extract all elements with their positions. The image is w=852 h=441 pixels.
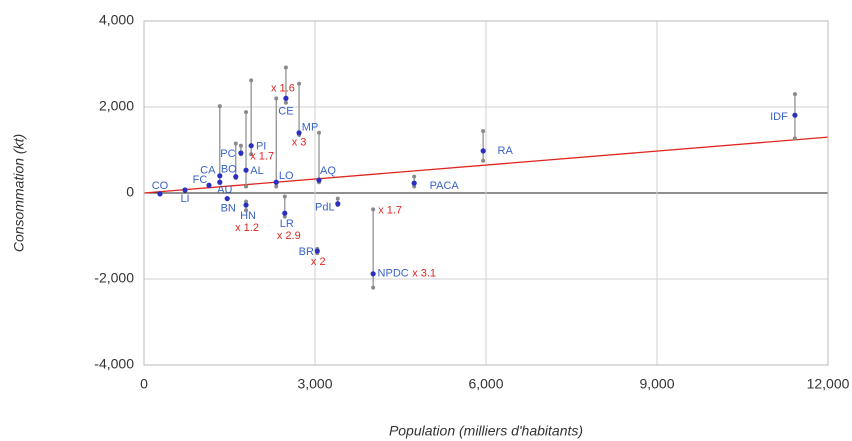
point-label: PI (256, 141, 266, 153)
range-low (283, 100, 288, 105)
point-label: CE (278, 105, 293, 117)
y-tick-label: -2,000 (94, 270, 134, 286)
annotation: x 2.9 (277, 230, 301, 242)
y-tick-label: -4,000 (94, 356, 134, 372)
point-label: BO (221, 164, 237, 176)
range-high (316, 130, 321, 135)
annotation: x 1.7 (378, 205, 402, 217)
annotation: x 3.1 (412, 268, 436, 280)
y-axis-title: Consommation (kt) (11, 134, 27, 252)
range-low (371, 285, 376, 290)
range-high (371, 207, 376, 212)
annotation: x 1.6 (271, 82, 295, 94)
point-label: RA (498, 145, 514, 157)
trend-line (143, 136, 829, 194)
range-high (217, 104, 222, 109)
point (792, 112, 798, 118)
annotation: x 1.7 (250, 151, 274, 163)
point-label: AU (217, 184, 232, 196)
point (238, 150, 244, 156)
range-high (238, 143, 243, 148)
point-label: BN (221, 202, 236, 214)
point (314, 248, 320, 254)
point (217, 173, 223, 179)
point (411, 180, 417, 186)
range-high (792, 92, 797, 97)
point (157, 191, 163, 197)
annotation: x 1.2 (235, 222, 259, 234)
x-tick-label: 6,000 (468, 376, 503, 392)
range-high (297, 81, 302, 86)
point (243, 167, 249, 173)
point-label: AQ (320, 165, 336, 177)
range-low (481, 158, 486, 163)
range-low (244, 208, 249, 213)
range-high (481, 129, 486, 134)
point-label: FC (193, 174, 208, 186)
range-low (249, 152, 254, 157)
annotation: x 2 (311, 256, 326, 268)
point-label: BR (299, 246, 314, 258)
range-high (282, 194, 287, 199)
point (243, 202, 249, 208)
point (296, 130, 302, 136)
range-high (335, 196, 340, 201)
range-low (274, 184, 279, 189)
point (370, 271, 376, 277)
point (206, 182, 212, 188)
point-label: PdL (315, 202, 335, 214)
x-tick-label: 0 (140, 376, 148, 392)
point-label: MP (302, 122, 319, 134)
point-label: AL (250, 165, 263, 177)
range-low (244, 184, 249, 189)
range-high (274, 96, 279, 101)
y-tick-label: 0 (126, 184, 134, 200)
point (273, 179, 279, 185)
plot-frame (143, 20, 829, 366)
range-high (244, 110, 249, 115)
range-high (244, 199, 249, 204)
point-label: LI (180, 193, 189, 205)
point (316, 177, 322, 183)
annotation: x 3 (292, 137, 307, 149)
range-high (233, 141, 238, 146)
point (335, 201, 341, 207)
point-label: CA (200, 165, 216, 177)
point (233, 174, 239, 180)
point-label: LR (280, 218, 294, 230)
x-tick-label: 3,000 (297, 376, 332, 392)
point (248, 143, 254, 149)
point-label: PC (220, 148, 235, 160)
range-high (412, 174, 417, 179)
y-tick-label: 4,000 (99, 12, 134, 28)
point (283, 95, 289, 101)
y-tick-label: 2,000 (99, 98, 134, 114)
range-low (792, 136, 797, 141)
point (480, 148, 486, 154)
point-label: IDF (770, 111, 788, 123)
point (224, 195, 230, 202)
x-tick-label: 9,000 (639, 376, 674, 392)
point (182, 187, 188, 193)
point-label: HN (240, 210, 256, 222)
point (282, 210, 288, 216)
point-label: LO (279, 170, 294, 182)
x-axis-title: Population (milliers d'habitants) (389, 423, 583, 439)
range-low (412, 184, 417, 189)
point (217, 179, 223, 185)
point-label: CO (152, 180, 169, 192)
point-label: PACA (430, 180, 460, 192)
point-label: NPDC (378, 268, 409, 280)
x-tick-label: 12,000 (807, 376, 850, 392)
range-high (283, 65, 288, 70)
range-high (249, 78, 254, 83)
range-low (282, 214, 287, 219)
